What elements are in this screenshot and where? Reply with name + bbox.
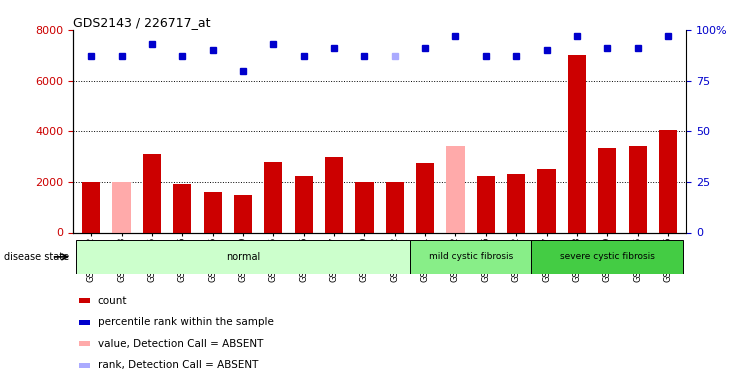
Bar (143, 154, 161, 232)
Bar (629, 147, 647, 232)
Bar (79, 341, 91, 346)
Text: normal: normal (226, 252, 260, 262)
Text: GDS2143 / 226717_at: GDS2143 / 226717_at (73, 16, 210, 29)
Bar (204, 192, 222, 232)
Bar (568, 56, 586, 232)
Bar (537, 169, 556, 232)
Text: rank, Detection Call = ABSENT: rank, Detection Call = ABSENT (98, 360, 258, 370)
Bar (295, 176, 313, 232)
Bar (264, 162, 283, 232)
Text: value, Detection Call = ABSENT: value, Detection Call = ABSENT (98, 339, 263, 349)
Bar (659, 130, 677, 232)
Bar (79, 320, 91, 325)
Bar (79, 363, 91, 368)
Bar (325, 157, 343, 232)
Bar (477, 176, 495, 232)
Bar (112, 182, 131, 232)
Text: count: count (98, 296, 127, 306)
Text: percentile rank within the sample: percentile rank within the sample (98, 317, 274, 327)
Bar (507, 174, 526, 232)
Bar (385, 182, 404, 232)
Bar (598, 148, 616, 232)
Bar (531, 240, 683, 274)
Bar (79, 298, 91, 303)
Bar (76, 240, 410, 274)
Bar (356, 182, 374, 232)
Text: disease state: disease state (4, 252, 69, 262)
Bar (173, 184, 191, 232)
Bar (446, 147, 464, 232)
Bar (82, 182, 100, 232)
Text: severe cystic fibrosis: severe cystic fibrosis (560, 252, 655, 261)
Bar (410, 240, 531, 274)
Bar (234, 195, 252, 232)
Text: mild cystic fibrosis: mild cystic fibrosis (429, 252, 512, 261)
Bar (416, 163, 434, 232)
